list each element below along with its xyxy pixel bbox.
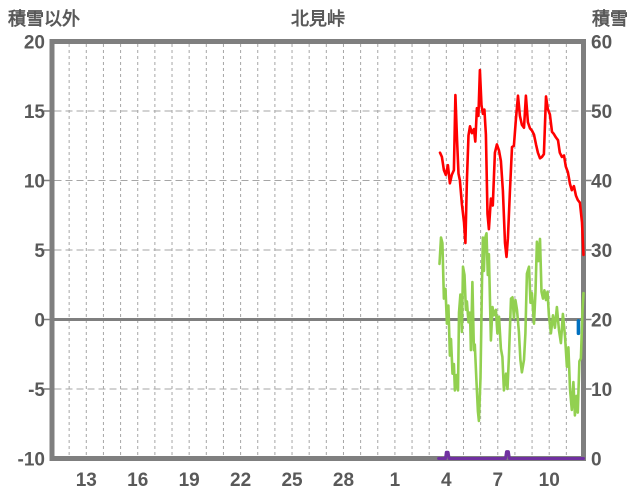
right-axis-label: 40: [591, 172, 612, 193]
x-axis-label: 13: [76, 470, 97, 491]
red-line: [438, 68, 585, 259]
left-axis-label: 10: [24, 172, 45, 193]
x-axis-label: 16: [127, 470, 148, 491]
x-axis-label: 28: [333, 470, 354, 491]
green-line: [438, 232, 585, 423]
left-axis-label: 15: [24, 102, 46, 123]
left-axis-label: 5: [34, 241, 45, 262]
left-axis-title: 積雪以外: [8, 9, 80, 29]
left-axis-label: 0: [34, 311, 45, 332]
x-axis-label: 19: [179, 470, 200, 491]
x-axis-label: 7: [492, 470, 503, 491]
left-axis-label: -10: [18, 450, 45, 471]
x-axis-label: 22: [230, 470, 251, 491]
gridlines: [54, 44, 581, 456]
right-axis-label: 10: [591, 380, 612, 401]
chart-title: 北見峠: [291, 9, 345, 29]
left-axis-label: -5: [28, 380, 45, 401]
right-axis-label: 50: [591, 102, 612, 123]
data-series: [437, 68, 585, 460]
right-axis-label: 30: [591, 241, 612, 262]
x-axis-label: 4: [441, 470, 452, 491]
right-axis-label: 60: [591, 33, 612, 54]
purple-line: [437, 450, 585, 460]
x-axis-label: 10: [539, 470, 560, 491]
x-axis-label: 25: [281, 470, 303, 491]
right-axis-label: 20: [591, 311, 612, 332]
right-axis-label: 0: [591, 450, 602, 471]
x-axis-label: 1: [390, 470, 401, 491]
left-axis-label: 20: [24, 33, 45, 54]
axis-ticks: [44, 110, 592, 390]
right-axis-title: 積雪: [592, 9, 628, 29]
